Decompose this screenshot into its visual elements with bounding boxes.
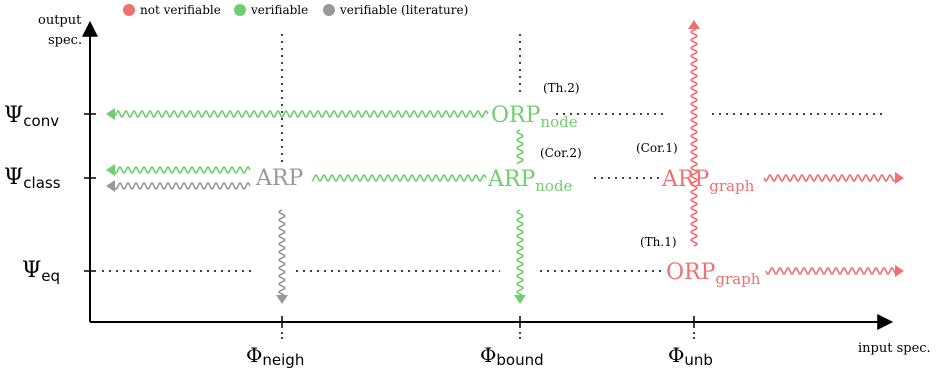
legend-label-not-verifiable: not verifiable	[140, 3, 221, 17]
y-axis-label-line2: spec.	[48, 33, 82, 48]
svg-text:ARPgraph: ARPgraph	[661, 167, 755, 195]
node-orp-node: ORPnode	[491, 103, 578, 131]
y-tick-eq: Ψeq	[22, 258, 96, 285]
arrow-orp-node-to-conv	[114, 109, 489, 119]
legend-label-verifiable: verifiable	[250, 3, 308, 17]
x-tick-bound: Φbound	[480, 316, 544, 369]
svg-text:Φneigh: Φneigh	[246, 343, 304, 369]
arrow-arp-to-class-gray	[114, 181, 251, 191]
svg-text:Φbound: Φbound	[480, 343, 544, 369]
legend-dot-verifiable	[234, 4, 246, 16]
arrow-arp-to-class-gray-head	[106, 180, 115, 192]
y-axis-label-line1: output	[38, 13, 82, 28]
arrow-orp-graph-right	[765, 266, 896, 276]
node-arp: ARP	[255, 166, 303, 191]
arrow-arp-to-class-green-head	[106, 164, 115, 176]
arrow-arp-graph-right-head	[895, 172, 904, 184]
annotation-th1: (Th.1)	[640, 235, 677, 249]
y-tick-class: Ψclass	[4, 165, 96, 192]
arrow-arp-to-class-green	[114, 165, 251, 175]
svg-text:Φunb: Φunb	[668, 343, 713, 369]
node-arp-node: ARPnode	[487, 167, 573, 195]
node-orp-graph: ORPgraph	[666, 260, 761, 288]
annotation-th2: (Th.2)	[543, 81, 580, 95]
arrow-arp-to-neigh	[277, 209, 287, 296]
line-orp-node-to-arp-node	[515, 129, 525, 165]
wavy-arrows	[106, 20, 904, 304]
svg-text:Ψeq: Ψeq	[22, 258, 60, 285]
y-tick-conv: Ψconv	[4, 103, 96, 130]
arrow-orp-graph-up-head	[688, 20, 700, 29]
svg-text:Ψconv: Ψconv	[4, 103, 59, 130]
arrow-arp-to-neigh-head	[276, 295, 288, 304]
node-arp-graph: ARPgraph	[661, 167, 755, 195]
arrow-orp-graph-up	[689, 28, 699, 247]
svg-text:ARPnode: ARPnode	[487, 167, 573, 195]
legend-dot-verifiable-literature	[323, 4, 335, 16]
svg-text:ORPgraph: ORPgraph	[666, 260, 761, 288]
guide-lines	[102, 34, 886, 272]
x-tick-neigh: Φneigh	[246, 316, 304, 369]
arrow-arp-node-to-bound	[515, 209, 525, 296]
annotation-cor2: (Cor.2)	[540, 146, 582, 160]
arrow-orp-node-to-conv-head	[106, 108, 115, 120]
arrow-orp-graph-right-head	[895, 265, 904, 277]
arrow-arp-graph-right	[763, 173, 896, 183]
legend-dot-not-verifiable	[123, 4, 135, 16]
x-axis-label: input spec.	[858, 341, 931, 356]
svg-text:ORPnode: ORPnode	[491, 103, 578, 131]
line-arp-node-to-arp	[311, 173, 487, 183]
svg-text:ARP: ARP	[255, 166, 303, 191]
x-tick-unb: Φunb	[668, 316, 713, 369]
arrow-arp-node-to-bound-head	[514, 295, 526, 304]
legend-label-verifiable-literature: verifiable (literature)	[339, 3, 468, 17]
legend: not verifiable verifiable verifiable (li…	[123, 3, 468, 17]
annotation-cor1: (Cor.1)	[636, 141, 678, 155]
svg-text:Ψclass: Ψclass	[4, 165, 61, 192]
